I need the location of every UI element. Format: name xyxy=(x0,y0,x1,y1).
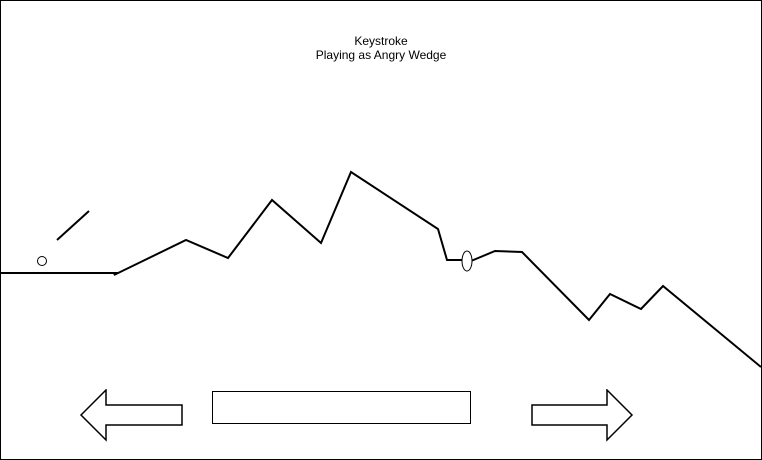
right-arrow-icon[interactable] xyxy=(529,389,635,445)
title-block: Keystroke Playing as Angry Wedge xyxy=(1,34,761,62)
keystroke-input[interactable] xyxy=(212,391,471,424)
floating-ramp xyxy=(56,210,90,241)
player-status: Playing as Angry Wedge xyxy=(315,48,447,62)
terrain-ground xyxy=(1,170,463,276)
player-ball xyxy=(37,256,47,266)
left-arrow-icon[interactable] xyxy=(79,389,185,445)
game-title: Keystroke xyxy=(354,34,408,48)
terrain-ground-right xyxy=(470,249,761,368)
opponent-token xyxy=(461,250,473,272)
